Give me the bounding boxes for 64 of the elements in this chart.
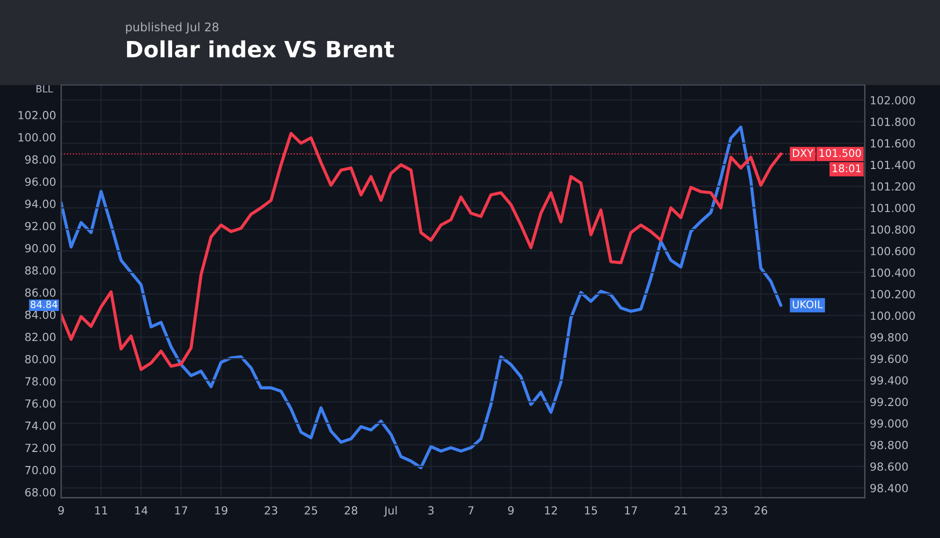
y-tick-label: 96.00	[25, 177, 56, 186]
y2-tick-label: 102.000	[870, 96, 915, 104]
x-tick-label: 21	[674, 506, 687, 514]
y2-tick-label: 99.800	[870, 333, 908, 342]
y2-tick-label: 100.000	[870, 312, 915, 320]
y2-tick-label: 101.600	[870, 139, 915, 148]
y2-tick-label: 100.400	[870, 268, 915, 277]
y-tick-label: 94.00	[25, 200, 56, 208]
y2-tick-label: 101.800	[870, 118, 915, 126]
y-tick-label: 72.00	[25, 444, 56, 452]
y-tick-label: 74.00	[25, 422, 56, 430]
line-series	[61, 126, 782, 470]
y2-tick-label: 99.200	[870, 398, 908, 406]
y-tick-label: 78.00	[25, 377, 56, 386]
y2-tick-label: 98.800	[870, 440, 908, 450]
y2-tick-label: 100.200	[870, 290, 915, 298]
chart-title: Dollar index VS Brent	[127, 40, 394, 58]
y-tick-label: 82.00	[25, 332, 56, 342]
x-tick-label: 14	[135, 506, 148, 514]
y2-tick-label: 98.400	[870, 484, 908, 492]
series-label: UKOIL	[792, 300, 823, 308]
x-tick-label: 12	[545, 506, 557, 514]
x-tick-label: 15	[585, 506, 597, 515]
x-tick-label: 26	[754, 506, 768, 515]
y-tick-label: 86.00	[25, 288, 56, 297]
x-tick-label: 7	[468, 506, 474, 514]
y2-tick-label: 101.000	[870, 204, 915, 212]
x-tick-label: 9	[508, 506, 514, 515]
y2-tick-label: 100.800	[870, 225, 915, 234]
y-tick-label: 92.00	[25, 222, 56, 230]
y-tick-label: 80.00	[25, 354, 56, 364]
y-tick-label: 98.00	[25, 155, 56, 164]
annotation: 18:01	[832, 164, 861, 172]
x-tick-label: 23	[264, 506, 278, 515]
y-tick-label: 102.00	[18, 110, 56, 120]
y2-tick-label: 98.600	[870, 462, 908, 471]
y2-tick-label: 99.600	[870, 354, 908, 364]
y-tick-label: 68.00	[25, 488, 56, 496]
x-tick-label: Jul	[384, 506, 397, 517]
y-tick-label: 100.00	[18, 133, 56, 142]
x-tick-label: 28	[344, 506, 358, 515]
y-tick-label: 70.00	[25, 466, 56, 474]
x-tick-label: 19	[215, 506, 228, 515]
y2-tick-label: 101.200	[870, 182, 915, 191]
x-tick-label: 3	[428, 506, 434, 515]
x-tick-label: 9	[58, 506, 64, 515]
y-tick-label: 84.00	[25, 310, 56, 319]
y-axis-title: BLL	[36, 85, 54, 92]
x-tick-label: 17	[175, 506, 188, 514]
x-tick-label: 11	[95, 506, 108, 514]
y2-tick-label: 99.400	[870, 376, 908, 385]
y2-tick-label: 99.000	[870, 419, 908, 428]
x-tick-label: 17	[625, 506, 638, 514]
x-tick-label: 23	[714, 506, 728, 515]
y-tick-label: 76.00	[25, 399, 56, 408]
chart-subtitle: published Jul 28	[126, 22, 218, 34]
y-tick-label: 90.00	[25, 244, 56, 252]
y2-tick-label: 101.400	[870, 160, 915, 170]
annotation: 84.84	[30, 300, 58, 308]
x-tick-label: 25	[304, 506, 318, 515]
y-tick-label: 88.00	[25, 266, 56, 275]
y2-tick-label: 100.600	[870, 246, 915, 256]
series-label: DXY	[792, 149, 814, 157]
ref-line-label: 101.500	[820, 149, 861, 157]
